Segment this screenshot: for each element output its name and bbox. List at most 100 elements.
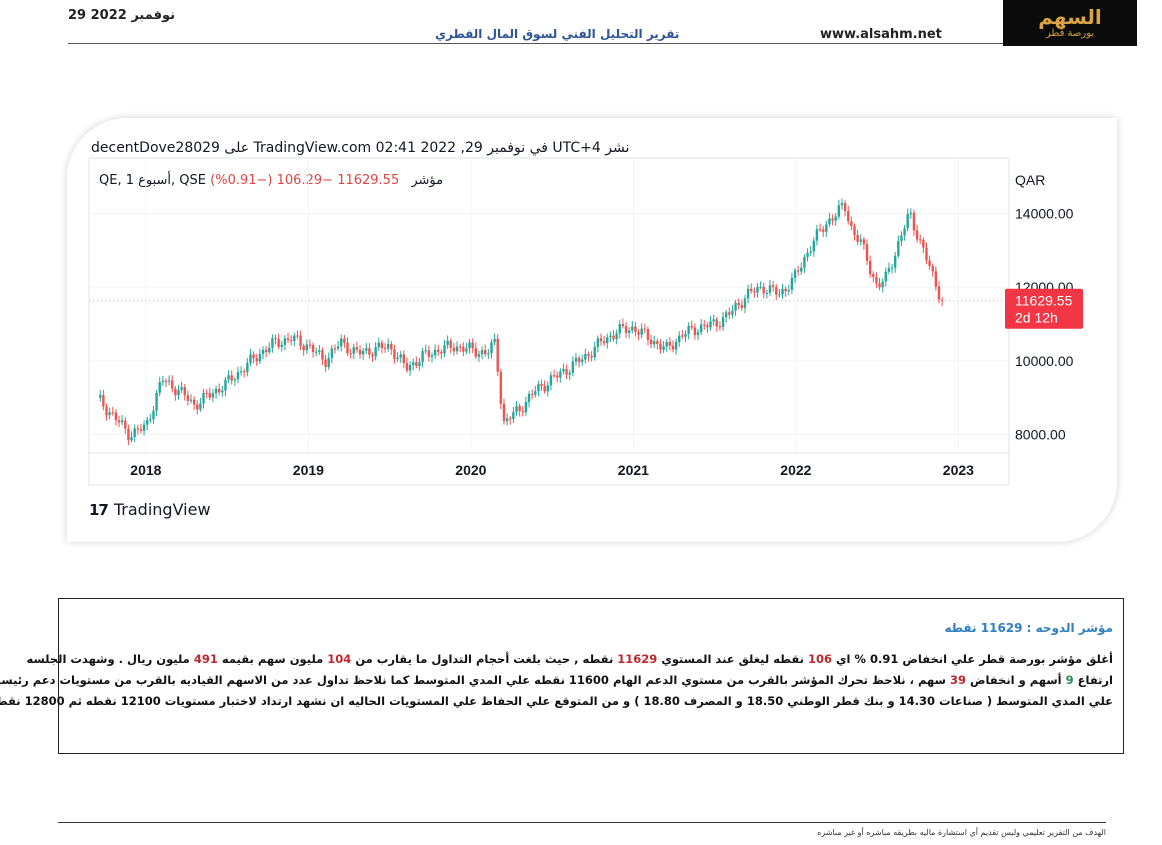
candle-body (330, 348, 334, 358)
candle-body (803, 257, 806, 268)
candle-body (724, 312, 728, 318)
candle-body (862, 239, 866, 245)
header-divider (68, 43, 1003, 44)
candle-body (336, 346, 340, 349)
candle-body (458, 346, 462, 348)
candle-body (462, 346, 465, 352)
analysis-title: مؤشر الدوحه : 11629 نقطه (944, 621, 1113, 635)
price-tag-value: 11629.55 (1015, 293, 1073, 309)
candle-body (731, 310, 734, 315)
candle-body (524, 401, 528, 413)
candle-body (884, 271, 887, 282)
candle-body (737, 302, 740, 305)
candle-body (280, 344, 283, 347)
candle-body (615, 333, 618, 340)
candle-body (793, 270, 797, 278)
candle-body (865, 244, 869, 261)
candle-body (217, 388, 221, 393)
candle-body (496, 338, 499, 372)
candle-body (709, 321, 712, 328)
candle-body (243, 371, 246, 373)
footer-divider (58, 822, 1106, 823)
candle-body (834, 216, 837, 221)
candle-body (505, 418, 509, 422)
candle-body (831, 218, 834, 221)
candle-body (753, 291, 756, 293)
candle-body (778, 294, 781, 296)
candle-body (196, 404, 199, 410)
candle-body (502, 403, 506, 422)
candle-body (402, 354, 406, 363)
tradingview-label: TradingView (113, 500, 211, 519)
candle-body (343, 338, 346, 343)
candle-body (856, 234, 859, 242)
candle-body (474, 348, 478, 357)
candle-body (599, 338, 603, 342)
x-tick-label: 2022 (780, 462, 811, 478)
candle-body (828, 218, 831, 225)
candle-body (99, 395, 102, 398)
candle-body (790, 277, 794, 290)
candle-body (249, 354, 252, 363)
candle-body (806, 252, 809, 258)
candle-body (405, 362, 409, 371)
candle-body (390, 343, 393, 350)
candle-body (333, 348, 337, 350)
candle-body (246, 362, 249, 373)
candle-body (133, 428, 136, 437)
candle-body (768, 285, 772, 293)
site-link[interactable]: www.alsahm.net (820, 27, 942, 42)
candle-body (840, 203, 844, 206)
candle-body (649, 339, 653, 345)
candle-body (837, 205, 841, 217)
candle-body (662, 346, 665, 350)
candle-body (205, 392, 208, 394)
candle-body (750, 288, 753, 292)
candle-body (293, 335, 296, 342)
candle-body (740, 304, 744, 308)
candle-body (102, 395, 105, 407)
candle-body (577, 357, 581, 362)
candle-body (189, 399, 193, 401)
y-tick-label: 10000.00 (1015, 353, 1074, 369)
candle-body (155, 392, 158, 411)
candle-body (164, 380, 168, 382)
candle-body (277, 339, 280, 347)
candle-body (480, 350, 484, 355)
candle-body (264, 349, 268, 353)
candle-body (421, 351, 424, 363)
candle-body (621, 324, 625, 327)
candle-body (139, 429, 143, 431)
candle-body (111, 412, 114, 414)
candle-body (349, 353, 352, 355)
candle-body (239, 371, 243, 373)
candle-body (258, 354, 262, 362)
tradingview-brand: 17 TradingView (89, 500, 211, 519)
plot-frame (88, 157, 1010, 486)
candle-body (759, 286, 762, 288)
candle-body (706, 325, 709, 328)
candle-body (358, 349, 362, 355)
candle-body (746, 288, 750, 299)
candle-body (399, 354, 402, 358)
candle-body (149, 419, 152, 421)
candle-body (868, 260, 872, 275)
candle-body (490, 342, 493, 354)
candle-body (712, 319, 715, 322)
x-tick-label: 2020 (455, 462, 486, 478)
analysis-box: مؤشر الدوحه : 11629 نقطه أغلق مؤشر بورصة… (0, 598, 1124, 754)
alsahm-logo: السهم بورصة قطر (1003, 0, 1137, 46)
candle-body (919, 239, 922, 241)
candle-body (383, 347, 387, 349)
analysis-line-3: علي المدي المتوسط ( صناعات 14.30 و بنك ق… (0, 694, 1113, 708)
candle-body (530, 394, 534, 396)
candle-body (518, 406, 521, 412)
analysis-line-2: ارتفاع 9 أسهم و انخفاض 39 سهم ، نلاحظ تح… (0, 673, 1113, 687)
candle-body (859, 239, 862, 242)
candle-body (618, 324, 621, 334)
candle-body (593, 346, 596, 358)
candle-body (105, 406, 108, 416)
candle-body (471, 342, 474, 349)
candle-body (543, 385, 546, 392)
